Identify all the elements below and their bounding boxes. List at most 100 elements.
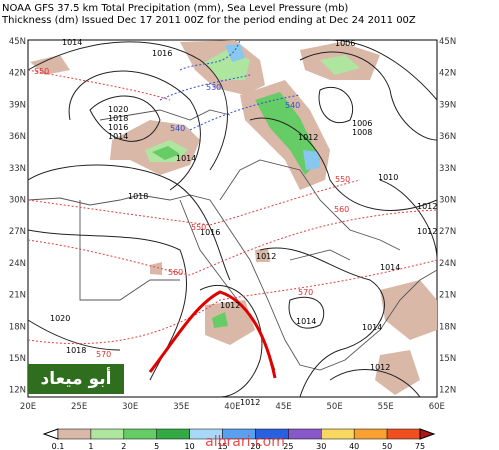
colorbar-label: 5 (154, 442, 159, 450)
pressure-label: 1018 (108, 114, 128, 123)
colorbar: 0.1 1 2 5 10 15 20 25 30 40 50 75 (42, 428, 436, 450)
colorbar-label: 25 (283, 442, 293, 450)
latitude-label: 15N (439, 354, 456, 364)
thickness-label: 570 (298, 288, 313, 297)
latitude-label: 45N (9, 37, 26, 47)
latitude-label: 39N (439, 100, 456, 110)
colorbar-swatch (156, 428, 190, 440)
colorbar-swatch (386, 428, 421, 440)
latitude-label: 30N (9, 196, 26, 206)
pressure-labels: 1014 1016 1020 1018 1016 1014 1014 1018 … (50, 38, 437, 407)
latitude-label: 12N (9, 386, 26, 396)
thickness-label: 550 (34, 67, 49, 76)
thickness-label: 560 (168, 268, 183, 277)
pressure-label: 1012 (240, 398, 260, 407)
pressure-label: 1008 (352, 128, 372, 137)
pressure-label: 1014 (176, 154, 196, 163)
site-watermark: albrari.com (205, 434, 285, 450)
longitude-label: 35E (173, 402, 189, 412)
latitude-label: 42N (9, 69, 26, 79)
pressure-label: 1020 (108, 105, 128, 114)
pressure-label: 1012 (417, 227, 437, 236)
latitude-label: 21N (439, 291, 456, 301)
watermark-box (28, 364, 124, 394)
latitude-label: 36N (439, 132, 456, 142)
axes: 45N 45N 42N 42N 39N 39N 36N 36N 33N 33N 30N 30N 27N 2… (9, 37, 456, 412)
colorbar-swatch (57, 428, 92, 440)
thickness-label: 540 (170, 124, 185, 133)
colorbar-label: 10 (185, 442, 195, 450)
latitude-label: 45N (439, 37, 456, 47)
latitude-label: 21N (9, 291, 26, 301)
colorbar-label: 75 (415, 442, 425, 450)
colorbar-label: 20 (250, 442, 260, 450)
longitude-label: 45E (275, 402, 291, 412)
pressure-label: 1016 (200, 228, 220, 237)
thickness-labels: 550 530 540 540 550 560 550 560 570 570 (34, 67, 350, 359)
pressure-label: 1014 (108, 132, 128, 141)
pressure-label: 1010 (378, 173, 398, 182)
pressure-label: 1018 (66, 346, 86, 355)
longitude-label: 25E (71, 402, 87, 412)
colorbar-swatch (90, 428, 125, 440)
pressure-label: 1016 (108, 123, 128, 132)
latitude-label: 36N (9, 132, 26, 142)
latitude-label: 18N (9, 322, 26, 332)
pressure-label: 1006 (352, 119, 372, 128)
pressure-label: 1014 (380, 263, 400, 272)
pressure-label: 1012 (417, 202, 437, 211)
pressure-label: 1020 (50, 314, 70, 323)
colorbar-label: 40 (349, 442, 359, 450)
latitude-label: 18N (439, 322, 456, 332)
colorbar-label: 2 (121, 442, 126, 450)
latitude-label: 12N (439, 386, 456, 396)
thickness-label: 570 (96, 350, 111, 359)
colorbar-end (42, 428, 59, 440)
pressure-label: 1014 (62, 38, 82, 47)
colorbar-label: 1 (88, 442, 93, 450)
colorbar-swatch (123, 428, 157, 440)
longitude-label: 30E (122, 402, 138, 412)
colorbar-label: 50 (382, 442, 392, 450)
map-area: 1014 1016 1020 1018 1016 1014 1014 1018 … (27, 38, 438, 407)
longitude-label: 20E (20, 402, 36, 412)
colorbar-label: 15 (217, 442, 227, 450)
title-line-2: Thickness (dm) Issued Dec 17 2011 00Z fo… (1, 15, 416, 26)
thickness-label: 530 (206, 83, 221, 92)
thickness-label: 560 (334, 205, 349, 214)
pressure-label: 1012 (220, 301, 240, 310)
colorbar-end (419, 428, 436, 440)
watermark: أبو ميعاد (41, 367, 112, 389)
thickness-label: 540 (285, 101, 300, 110)
latitude-label: 42N (439, 69, 456, 79)
colorbar-swatch (321, 428, 355, 440)
latitude-label: 27N (439, 227, 456, 237)
longitude-label: 55E (378, 402, 394, 412)
longitude-label: 40E (224, 402, 240, 412)
thickness-lines (27, 39, 438, 345)
thickness-label: 550 (335, 175, 350, 184)
pressure-label: 1012 (298, 133, 318, 142)
title-line-1: NOAA GFS 37.5 km Total Precipitation (mm… (2, 3, 348, 14)
colorbar-swatch (288, 428, 322, 440)
latitude-label: 24N (9, 259, 26, 269)
pressure-label: 1016 (152, 49, 172, 58)
pressure-label: 1014 (296, 317, 316, 326)
trough-axis (148, 290, 277, 379)
latitude-label: 24N (439, 259, 456, 269)
latitude-label: 39N (9, 100, 26, 110)
precipitation (30, 40, 437, 395)
latitude-label: 30N (439, 196, 456, 206)
pressure-label: 1014 (362, 323, 382, 332)
latitude-label: 15N (9, 354, 26, 364)
longitude-label: 50E (327, 402, 343, 412)
pressure-label: 1018 (128, 192, 148, 201)
latitude-label: 33N (439, 164, 456, 174)
colorbar-swatch (353, 428, 388, 440)
latitude-label: 27N (9, 227, 26, 237)
latitude-label: 33N (9, 164, 26, 174)
isobars (27, 39, 438, 398)
pressure-label: 1006 (335, 39, 355, 48)
thickness-label: 550 (191, 223, 206, 232)
